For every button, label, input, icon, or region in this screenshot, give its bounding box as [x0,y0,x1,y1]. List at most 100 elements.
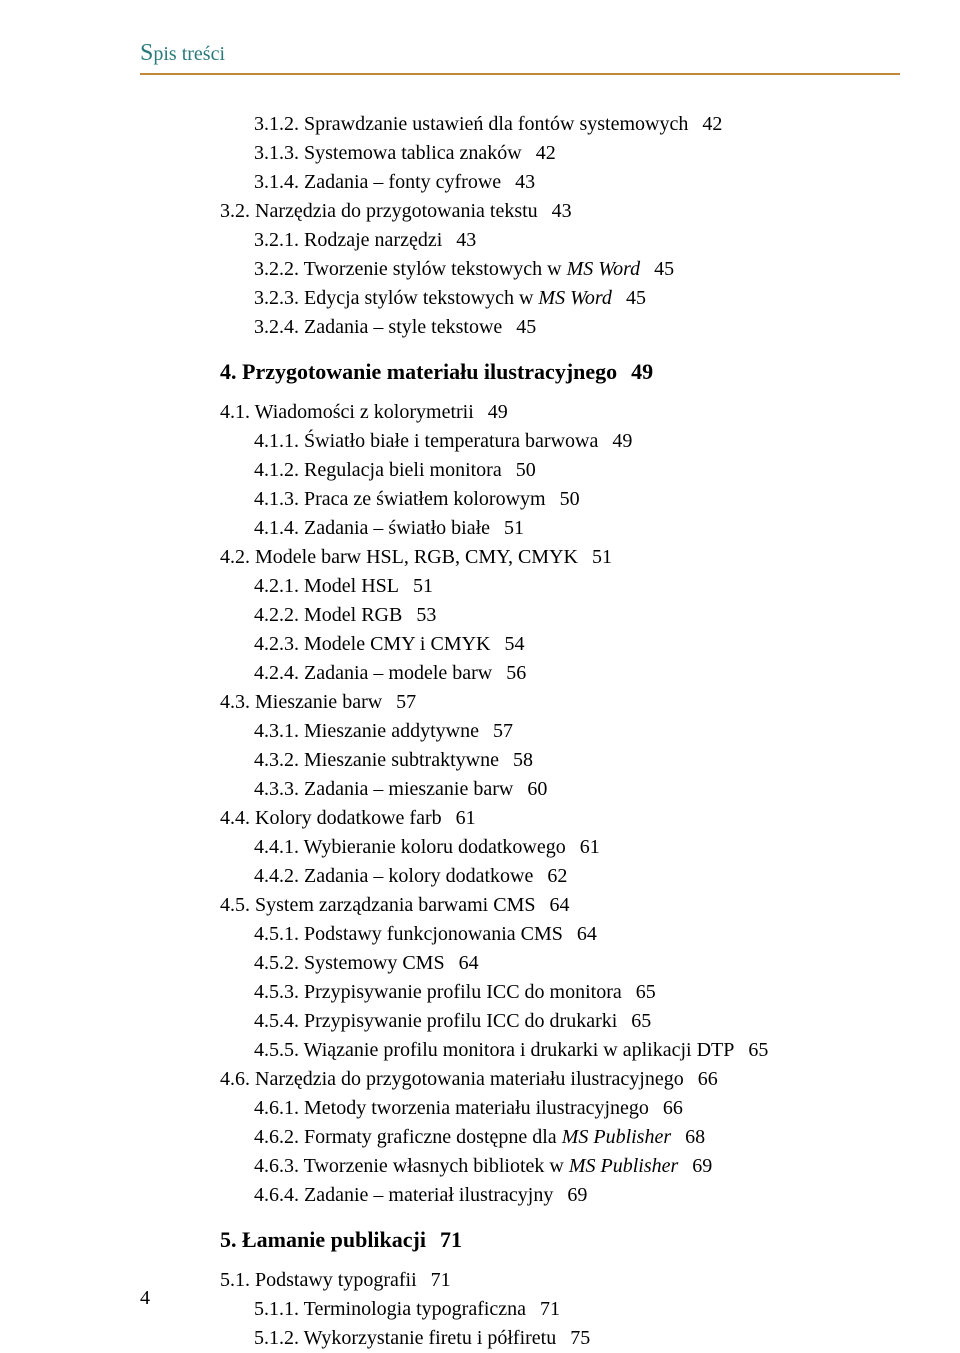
toc-page: 71 [526,1298,560,1320]
toc-num: 3.1.2. [254,113,304,135]
toc-text: Narzędzia do przygotowania materiału ilu… [255,1068,684,1090]
toc-text: Łamanie publikacji [242,1227,426,1252]
toc-text: Zadania – światło białe [304,517,490,539]
toc-text: Wiadomości z kolorymetrii [255,401,474,423]
toc-page: 57 [382,691,416,713]
toc-page: 51 [578,546,612,568]
toc-page: 69 [553,1184,587,1206]
toc-num: 5.1.1. [254,1298,304,1320]
toc-entry: 4.4.2. Zadania – kolory dodatkowe62 [254,862,900,891]
toc-num: 4.5.2. [254,952,304,974]
toc-entry: 4.5.4. Przypisywanie profilu ICC do druk… [254,1007,900,1036]
toc-num: 4.2. [220,546,255,568]
toc-text: Modele CMY i CMYK [304,633,490,655]
toc-page: 65 [622,981,656,1003]
toc-num: 5.1.2. [254,1327,304,1349]
toc-num: 3.2.2. [254,258,304,280]
toc-entry: 5.1. Podstawy typografii71 [220,1266,900,1295]
toc-text: Tworzenie własnych bibliotek w [304,1155,569,1177]
toc-text: Zadania – fonty cyfrowe [304,171,501,193]
toc-num: 4.2.4. [254,662,304,684]
toc-chapter: 5. Łamanie publikacji71 [220,1224,900,1256]
toc-text: Mieszanie addytywne [304,720,479,742]
toc-num: 5.1. [220,1269,255,1291]
toc-entry: 4.1.3. Praca ze światłem kolorowym50 [254,485,900,514]
header-title: Spis treści [140,40,900,67]
toc-entry: 3.1.4. Zadania – fonty cyfrowe43 [254,168,900,197]
toc-text: Wybieranie koloru dodatkowego [304,836,566,858]
toc-num: 4.3. [220,691,255,713]
toc-page: 45 [612,287,646,309]
toc-entry: 3.1.2. Sprawdzanie ustawień dla fontów s… [254,110,900,139]
toc-num: 4.1.4. [254,517,304,539]
toc-text: Zadanie – materiał ilustracyjny [304,1184,553,1206]
toc-entry: 3.2.3. Edycja stylów tekstowych w MS Wor… [254,284,900,313]
toc-num: 4.3.3. [254,778,304,800]
toc-num: 4.4.2. [254,865,304,887]
toc-page: 49 [598,430,632,452]
toc-text: Mieszanie barw [255,691,382,713]
toc-text: Terminologia typograficzna [304,1298,526,1320]
toc-entry: 4.3.1. Mieszanie addytywne57 [254,717,900,746]
toc-text: Przypisywanie profilu ICC do drukarki [304,1010,617,1032]
toc-num: 4.6.2. [254,1126,304,1148]
toc-page: 42 [522,142,556,164]
toc-entry: 4.2.3. Modele CMY i CMYK54 [254,630,900,659]
toc-text-italic: MS Publisher [569,1155,678,1177]
toc-text: Przypisywanie profilu ICC do monitora [304,981,622,1003]
toc-page: 66 [649,1097,683,1119]
toc-num: 3.2.3. [254,287,304,309]
toc-num: 4.5.4. [254,1010,304,1032]
toc-text: Światło białe i temperatura barwowa [304,430,598,452]
toc-page: 58 [499,749,533,771]
toc-entry: 3.2. Narzędzia do przygotowania tekstu43 [220,197,900,226]
toc-text-italic: MS Publisher [562,1126,671,1148]
toc-num: 4.3.1. [254,720,304,742]
toc-entry: 3.2.4. Zadania – style tekstowe45 [254,313,900,342]
toc-num: 4.6.1. [254,1097,304,1119]
toc-chapter: 4. Przygotowanie materiału ilustracyjneg… [220,356,900,388]
toc-num: 3.2.4. [254,316,304,338]
toc-text: Przygotowanie materiału ilustracyjnego [242,359,617,384]
toc-entry: 4.3.3. Zadania – mieszanie barw60 [254,775,900,804]
toc-page: 64 [445,952,479,974]
toc-page: 57 [479,720,513,742]
toc-text: Narzędzia do przygotowania tekstu [255,200,538,222]
toc-num: 4.1.1. [254,430,304,452]
toc-text: Tworzenie stylów tekstowych w [304,258,567,280]
toc-entry: 4.4.1. Wybieranie koloru dodatkowego61 [254,833,900,862]
toc-text: Podstawy funkcjonowania CMS [304,923,563,945]
toc-entry: 4.5.3. Przypisywanie profilu ICC do moni… [254,978,900,1007]
toc-entry: 4.6.3. Tworzenie własnych bibliotek w MS… [254,1152,900,1181]
toc-entry: 4.4. Kolory dodatkowe farb61 [220,804,900,833]
toc-page: 61 [442,807,476,829]
toc-entry: 3.2.2. Tworzenie stylów tekstowych w MS … [254,255,900,284]
toc-text-italic: MS Word [567,258,641,280]
toc-text: Zadania – modele barw [304,662,492,684]
toc-text: Formaty graficzne dostępne dla [304,1126,562,1148]
toc-num: 3.2.1. [254,229,304,251]
toc-text: Wykorzystanie firetu i półfiretu [304,1327,557,1349]
toc-entry: 4.1.4. Zadania – światło białe51 [254,514,900,543]
toc-entry: 4.1.2. Regulacja bieli monitora50 [254,456,900,485]
toc-entry: 3.1.3. Systemowa tablica znaków42 [254,139,900,168]
toc-entry: 4.2.2. Model RGB53 [254,601,900,630]
toc-text: Sprawdzanie ustawień dla fontów systemow… [304,113,688,135]
toc-page: 50 [502,459,536,481]
toc-page: 64 [563,923,597,945]
header-rule [140,73,900,75]
toc-entry: 5.1.1. Terminologia typograficzna71 [254,1295,900,1324]
toc-text: Systemowa tablica znaków [304,142,522,164]
toc-num: 4.1.3. [254,488,304,510]
header-title-cap: S [140,40,153,66]
toc-page: 66 [684,1068,718,1090]
header-title-rest: pis treści [153,43,225,65]
toc-page: 43 [442,229,476,251]
toc-page: 71 [417,1269,451,1291]
toc-page: 56 [492,662,526,684]
toc-text: System zarządzania barwami CMS [255,894,535,916]
toc-num: 5. [220,1227,242,1252]
toc-page: 43 [538,200,572,222]
toc-page: 61 [566,836,600,858]
toc-num: 4.5.3. [254,981,304,1003]
